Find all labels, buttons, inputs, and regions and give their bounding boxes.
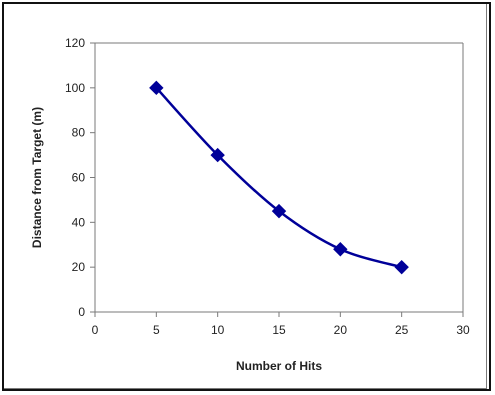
data-point-marker bbox=[210, 147, 225, 163]
chart-frame-shadow bbox=[4, 4, 487, 389]
data-point-marker bbox=[333, 242, 348, 257]
y-tick-label: 120 bbox=[65, 36, 85, 50]
x-tick-label: 30 bbox=[456, 323, 470, 337]
x-tick-label: 5 bbox=[153, 323, 160, 337]
x-tick-label: 20 bbox=[334, 323, 348, 337]
x-tick-label: 25 bbox=[395, 323, 409, 337]
x-axis-title: Number of Hits bbox=[236, 359, 322, 373]
y-tick-label: 100 bbox=[65, 81, 85, 95]
series-line bbox=[155, 86, 403, 269]
y-tick-label: 0 bbox=[78, 305, 85, 319]
x-tick-label: 0 bbox=[92, 323, 99, 337]
y-axis-title: Distance from Target (m) bbox=[30, 107, 44, 248]
x-tick-label: 10 bbox=[211, 323, 225, 337]
y-tick-label: 80 bbox=[72, 126, 86, 140]
y-axis-ticks: 0 20 40 60 80 100 120 bbox=[65, 36, 95, 319]
plot-area bbox=[94, 42, 464, 313]
data-point-marker bbox=[149, 80, 164, 96]
chart-frame bbox=[2, 2, 491, 391]
y-tick-label: 40 bbox=[72, 215, 86, 229]
y-tick-label: 20 bbox=[72, 260, 86, 274]
x-tick-label: 15 bbox=[272, 323, 286, 337]
data-series bbox=[149, 80, 409, 275]
data-point-marker bbox=[271, 203, 287, 219]
data-point-marker bbox=[394, 259, 409, 275]
x-axis-ticks: 0 5 10 15 20 25 30 bbox=[92, 312, 470, 337]
y-tick-label: 60 bbox=[72, 171, 86, 185]
